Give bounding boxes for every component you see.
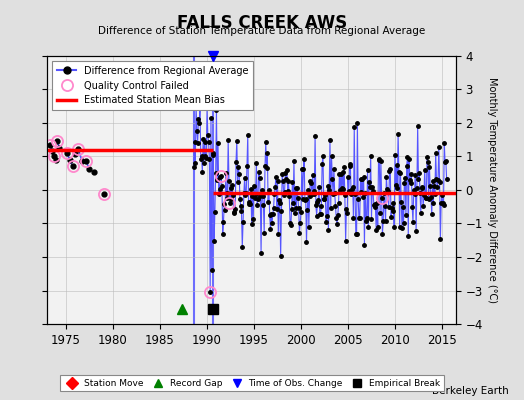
Text: Berkeley Earth: Berkeley Earth <box>432 386 508 396</box>
Text: FALLS CREEK AWS: FALLS CREEK AWS <box>177 14 347 32</box>
Legend: Difference from Regional Average, Quality Control Failed, Estimated Station Mean: Difference from Regional Average, Qualit… <box>52 61 254 110</box>
Y-axis label: Monthly Temperature Anomaly Difference (°C): Monthly Temperature Anomaly Difference (… <box>487 77 497 303</box>
Text: Difference of Station Temperature Data from Regional Average: Difference of Station Temperature Data f… <box>99 26 425 36</box>
Legend: Station Move, Record Gap, Time of Obs. Change, Empirical Break: Station Move, Record Gap, Time of Obs. C… <box>60 375 443 392</box>
